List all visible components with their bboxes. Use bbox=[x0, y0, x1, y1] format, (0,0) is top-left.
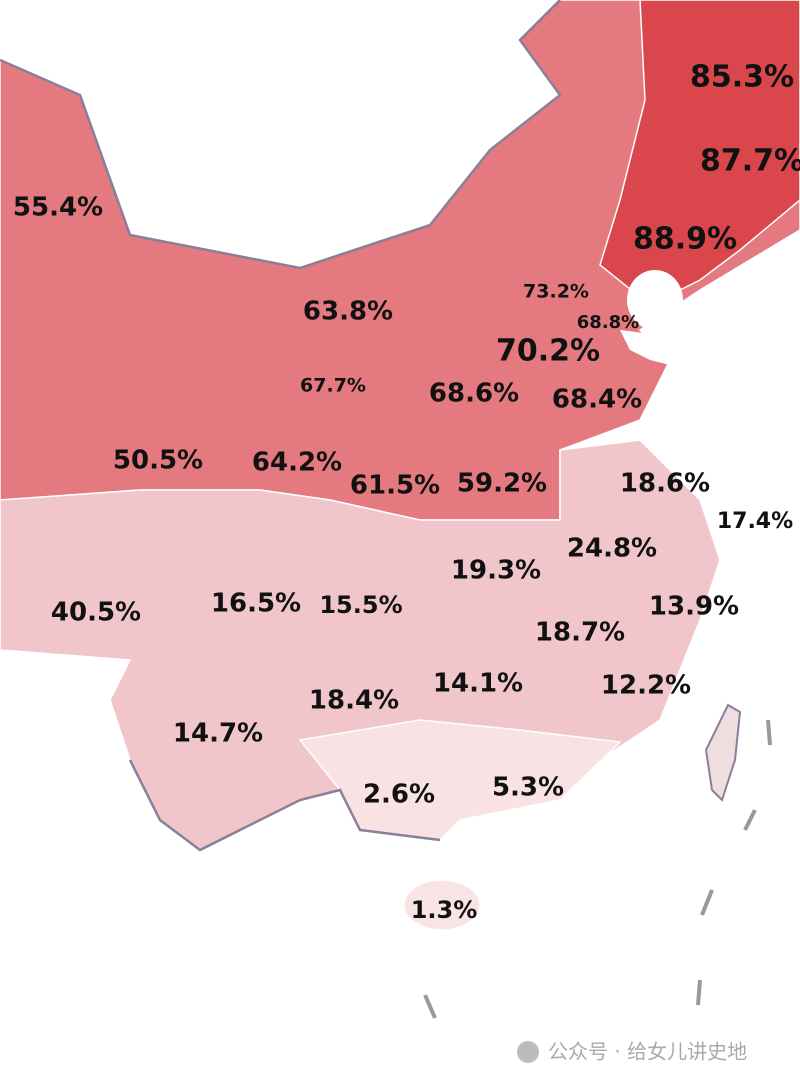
taiwan bbox=[704, 703, 742, 802]
region-label: 70.2% bbox=[496, 334, 600, 369]
region-label: 67.7% bbox=[300, 375, 366, 397]
region-label: 55.4% bbox=[13, 193, 103, 223]
region-label: 59.2% bbox=[457, 469, 547, 499]
region-label: 85.3% bbox=[690, 60, 794, 95]
region-label: 15.5% bbox=[319, 591, 402, 619]
region-label: 50.5% bbox=[113, 446, 203, 476]
bohai-sea bbox=[627, 270, 683, 330]
hainan bbox=[403, 879, 481, 931]
region-label: 16.5% bbox=[211, 589, 301, 619]
region-label: 63.8% bbox=[303, 297, 393, 327]
region-label: 14.1% bbox=[433, 669, 523, 699]
region-label: 5.3% bbox=[492, 773, 564, 803]
region-label: 18.7% bbox=[535, 618, 625, 648]
region-label: 68.8% bbox=[577, 312, 639, 333]
watermark: 公众号 · 给女儿讲史地 bbox=[548, 1040, 747, 1064]
region-label: 19.3% bbox=[451, 556, 541, 586]
region-label: 64.2% bbox=[252, 448, 342, 478]
region-label: 68.6% bbox=[429, 379, 519, 409]
region-label: 1.3% bbox=[411, 896, 478, 924]
region-label: 14.7% bbox=[173, 719, 263, 749]
region-label: 87.7% bbox=[700, 144, 800, 179]
region-label: 68.4% bbox=[552, 385, 642, 415]
region-label: 73.2% bbox=[523, 281, 589, 303]
region-label: 12.2% bbox=[601, 671, 691, 701]
region-label: 13.9% bbox=[649, 592, 739, 622]
yellow-sea bbox=[620, 330, 700, 370]
region-label: 18.6% bbox=[620, 469, 710, 499]
region-label: 17.4% bbox=[717, 509, 793, 534]
nine-dash-line bbox=[423, 719, 772, 1019]
region-label: 2.6% bbox=[363, 780, 435, 810]
region-label: 24.8% bbox=[567, 534, 657, 564]
border bbox=[128, 759, 441, 852]
region-label: 40.5% bbox=[51, 598, 141, 628]
border bbox=[0, 0, 562, 270]
region-label: 18.4% bbox=[309, 686, 399, 716]
labels: 85.3% 87.7% 88.9% 55.4% 73.2% 68.8% 63.8… bbox=[13, 60, 800, 925]
region-label: 61.5% bbox=[350, 471, 440, 501]
watermark-icon bbox=[517, 1041, 539, 1063]
region-label: 88.9% bbox=[633, 222, 737, 257]
